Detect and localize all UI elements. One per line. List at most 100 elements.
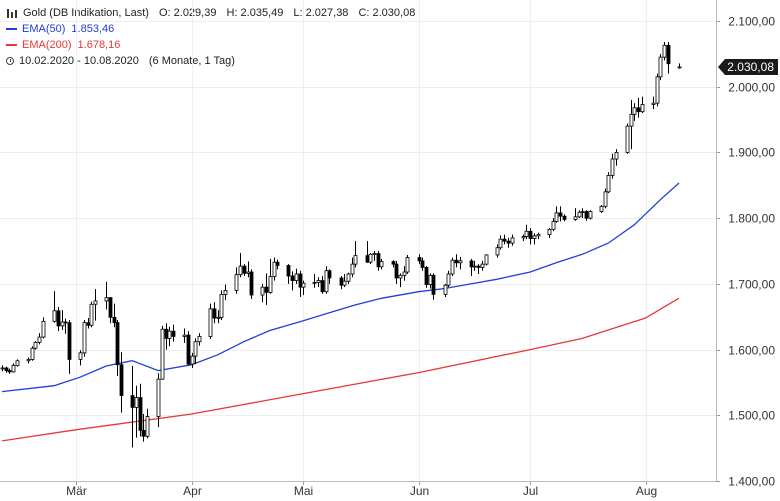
y-tick-label: 1.500,00 <box>728 409 775 423</box>
candle-body <box>536 234 541 237</box>
candle-body <box>640 104 645 113</box>
candle-body <box>431 274 436 295</box>
current-price-label: 2.030,08 <box>727 60 774 74</box>
close-label: C: <box>358 7 370 19</box>
candle-body <box>294 273 299 281</box>
candle-body <box>458 260 463 264</box>
candle-body <box>528 230 533 239</box>
current-price-tag <box>718 58 778 75</box>
ema200-swatch <box>6 44 17 46</box>
candle-body <box>130 395 135 408</box>
candle-body <box>212 308 217 319</box>
candle-body <box>208 308 213 337</box>
candle-body <box>4 367 9 372</box>
candle-body <box>562 215 567 220</box>
candle-body <box>0 367 5 370</box>
x-tick-label: Mär <box>66 484 87 498</box>
candle-body <box>372 253 377 256</box>
candle-body <box>603 191 608 207</box>
x-tick-label: Mai <box>294 484 313 498</box>
candle-body <box>450 259 455 275</box>
candle-body <box>551 221 556 230</box>
candle-body <box>320 280 325 293</box>
ema50-value: 1.853,46 <box>71 23 115 35</box>
candle-body <box>376 253 381 268</box>
candle-body <box>666 44 671 65</box>
x-tick-label: Jun <box>410 484 429 498</box>
y-tick-label: 1.900,00 <box>728 146 775 160</box>
candle-body <box>63 321 68 324</box>
candle-body <box>420 260 425 268</box>
ema50-swatch <box>6 28 17 30</box>
candle-body <box>651 102 656 105</box>
legend-instrument-row: Gold (DB Indikation, Last) O: 2.029,39 H… <box>6 5 415 21</box>
candle-body <box>301 282 306 288</box>
candle-body <box>379 261 384 268</box>
instrument-name: Gold (DB Indikation, Last) <box>23 7 149 19</box>
candle-body <box>510 237 515 244</box>
candle-body <box>629 113 634 127</box>
candle-body <box>394 263 399 279</box>
x-tick-label: Jul <box>523 484 538 498</box>
clock-icon <box>6 57 14 65</box>
candle-body <box>677 66 682 69</box>
candle-body <box>11 364 16 373</box>
candle-body <box>219 293 224 318</box>
candle-body <box>606 175 611 193</box>
candle-body <box>290 275 295 281</box>
x-tick-label: Aug <box>636 484 657 498</box>
candle-body <box>275 261 280 266</box>
candle-body <box>391 261 396 265</box>
candle-body <box>521 236 526 239</box>
candle-body <box>272 261 277 278</box>
y-tick-label: 1.700,00 <box>728 278 775 292</box>
candle-body <box>402 271 407 276</box>
candle-body <box>532 235 537 239</box>
candle-body <box>580 211 585 213</box>
candle-body <box>190 355 195 365</box>
candle-body <box>554 212 559 222</box>
open-label: O: <box>158 7 171 19</box>
candle-body <box>316 280 321 283</box>
candle-body <box>588 211 593 219</box>
candle-body <box>182 334 187 337</box>
candle-body <box>30 347 35 360</box>
legend-ema200-row: EMA(200) 1.678,16 <box>6 37 415 53</box>
low-value: 2.027,38 <box>305 7 349 19</box>
high-label: H: <box>226 7 238 19</box>
candle-body <box>7 370 12 373</box>
candle-body <box>327 270 332 279</box>
candle-body <box>365 255 370 263</box>
candle-body <box>454 259 459 264</box>
candle-body <box>238 265 243 276</box>
candle-body <box>312 282 317 284</box>
candle-body <box>52 310 57 322</box>
candle-body <box>424 267 429 285</box>
candle-body <box>446 273 451 286</box>
candle-body <box>93 300 98 305</box>
candle-body <box>186 334 191 365</box>
x-tick-label: Apr <box>183 484 202 498</box>
low-label: L: <box>293 7 303 19</box>
candle-body <box>145 416 150 437</box>
candle-body <box>398 274 403 279</box>
candle-body <box>89 303 94 326</box>
candle-body <box>428 274 433 285</box>
range-note: (6 Monate, 1 Tag) <box>148 55 235 67</box>
candle-body <box>625 125 630 153</box>
candle-body <box>286 265 291 277</box>
candle-body <box>26 359 31 362</box>
candle-body <box>41 320 46 338</box>
candle-body <box>234 274 239 291</box>
candle-body <box>160 328 165 380</box>
close-value: 2.030,08 <box>372 7 416 19</box>
ema200-line <box>1 297 680 442</box>
candle-body <box>86 322 91 326</box>
candle-body <box>134 397 139 408</box>
candle-body <box>558 212 563 217</box>
candle-body <box>167 330 172 339</box>
candle-body <box>115 322 120 366</box>
candle-body <box>472 265 477 268</box>
candle-body <box>33 341 38 349</box>
candle-body <box>350 263 355 275</box>
